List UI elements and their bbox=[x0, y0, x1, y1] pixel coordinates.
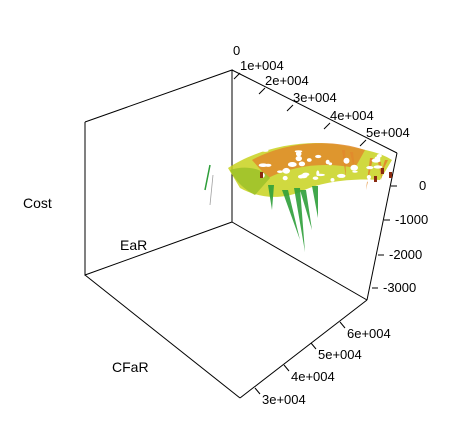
ear-tick-mark bbox=[233, 72, 241, 80]
surface-hole bbox=[366, 175, 371, 180]
ear-tick-label: 5e+004 bbox=[366, 125, 410, 140]
surface-fragment bbox=[381, 168, 384, 174]
surface-spike bbox=[300, 190, 312, 230]
surface-hole bbox=[367, 178, 371, 183]
cfar-tick-label: 6e+004 bbox=[347, 326, 391, 341]
surface-spike bbox=[312, 186, 318, 218]
surface bbox=[204, 142, 392, 252]
surface-hole bbox=[312, 176, 319, 180]
cost-tick-label: -1000 bbox=[395, 212, 428, 227]
surface-hole bbox=[261, 149, 269, 152]
surface-hole bbox=[295, 155, 302, 162]
box-bottom-edge bbox=[84, 274, 241, 399]
box-front-floor-edge bbox=[239, 299, 368, 399]
surface-hole bbox=[350, 164, 359, 171]
cost-tick-label: 0 bbox=[419, 178, 426, 193]
ear-tick-label: 2e+004 bbox=[265, 73, 309, 88]
box-back-left-face bbox=[84, 69, 233, 276]
cost-axis-ticks: 0 -1000 -2000 -3000 bbox=[372, 178, 428, 295]
surface-hole bbox=[245, 148, 251, 153]
surface-hole bbox=[264, 163, 272, 167]
cfar-axis-ticks: 6e+004 5e+004 4e+004 3e+004 bbox=[254, 321, 391, 407]
cfar-tick-label: 3e+004 bbox=[262, 392, 306, 407]
surface-hole bbox=[287, 162, 297, 167]
ear-tick-label: 3e+004 bbox=[293, 90, 337, 105]
ear-tick-mark bbox=[258, 87, 266, 95]
cfar-tick-label: 5e+004 bbox=[318, 347, 362, 362]
surface-hole bbox=[302, 172, 310, 177]
ear-tick-mark bbox=[359, 139, 367, 147]
surface-hole bbox=[374, 156, 381, 162]
surface-fragment bbox=[260, 172, 263, 178]
surface-hole bbox=[282, 175, 288, 181]
surface-hole bbox=[282, 167, 290, 174]
surface-hole bbox=[295, 151, 302, 157]
surface-hole bbox=[298, 174, 304, 179]
surface-hole bbox=[277, 170, 283, 173]
surface-hole bbox=[316, 173, 325, 177]
cost-tick-label: -2000 bbox=[389, 247, 422, 262]
cfar-tick-mark bbox=[310, 342, 317, 350]
cfar-axis-label: CFaR bbox=[112, 359, 149, 375]
ear-axis-label: EaR bbox=[120, 237, 147, 253]
surface-streak bbox=[342, 150, 346, 178]
surface-hole bbox=[343, 157, 350, 164]
surface-spike bbox=[268, 185, 274, 210]
surface-hole bbox=[237, 152, 243, 156]
surface-stray-line bbox=[204, 164, 211, 191]
surface-hole bbox=[330, 178, 335, 182]
surface-hole bbox=[315, 154, 322, 159]
box-floor-edge bbox=[231, 221, 368, 301]
surface-hole bbox=[328, 162, 333, 166]
surface-hole bbox=[352, 170, 358, 173]
surface-hole bbox=[294, 150, 303, 153]
surface-hole bbox=[254, 146, 264, 152]
ear-tick-label: 1e+004 bbox=[240, 58, 284, 73]
cfar-tick-mark bbox=[254, 387, 261, 395]
cfar-tick-label: 4e+004 bbox=[291, 369, 335, 384]
surface-hole bbox=[366, 166, 374, 170]
surface-hole bbox=[306, 158, 312, 162]
cfar-tick-mark bbox=[283, 364, 290, 372]
surface-hole bbox=[298, 161, 306, 167]
ear-tick-mark bbox=[323, 122, 331, 130]
cost-axis-label: Cost bbox=[23, 195, 52, 211]
surface-fragment bbox=[389, 172, 392, 178]
box-top-edge bbox=[231, 69, 398, 154]
ear-tick-label: 4e+004 bbox=[330, 108, 374, 123]
surface-fragment bbox=[374, 176, 377, 182]
surface-spike bbox=[294, 188, 305, 252]
ear-tick-mark bbox=[286, 104, 294, 112]
cost-tick-label: -3000 bbox=[383, 280, 416, 295]
ear-tick-label: 0 bbox=[233, 43, 240, 58]
surface-spike bbox=[282, 190, 300, 240]
surface-stray-line bbox=[209, 174, 214, 206]
cfar-tick-mark bbox=[339, 321, 346, 329]
surface-hole bbox=[373, 165, 383, 169]
surface-hole bbox=[337, 173, 346, 178]
